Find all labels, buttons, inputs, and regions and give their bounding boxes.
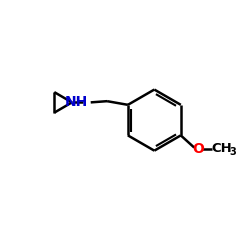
Text: 3: 3 bbox=[229, 147, 236, 157]
Text: NH: NH bbox=[65, 96, 88, 110]
Text: O: O bbox=[193, 142, 204, 156]
Text: CH: CH bbox=[212, 142, 233, 155]
